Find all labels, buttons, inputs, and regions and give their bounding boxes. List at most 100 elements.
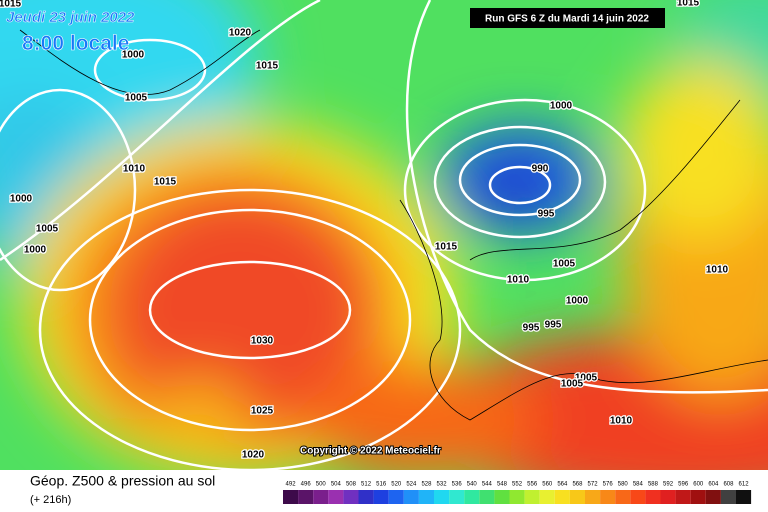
legend-swatch — [630, 490, 646, 504]
footer-title: Géop. Z500 & pression au sol — [30, 473, 215, 489]
header: Jeudi 23 juin 2022 8:00 locale Run GFS 6… — [6, 8, 665, 55]
legend-swatch — [343, 490, 359, 504]
legend-label: 552 — [512, 482, 523, 488]
legend-swatch — [298, 490, 314, 504]
legend-label: 576 — [603, 482, 614, 488]
legend-label: 536 — [452, 482, 463, 488]
date: Jeudi 23 juin 2022 — [6, 9, 135, 26]
legend-label: 588 — [648, 482, 659, 488]
legend-swatch — [524, 490, 540, 504]
legend-label: 516 — [376, 482, 387, 488]
legend-label: 564 — [557, 482, 568, 488]
legend-label: 584 — [633, 482, 644, 488]
coastlines — [19, 29, 768, 421]
isobar-label: 1000 — [122, 50, 145, 61]
legend-swatch — [373, 490, 389, 504]
legend-label: 612 — [739, 482, 750, 488]
isobar-label: 1010 — [123, 164, 146, 175]
legend-swatch — [569, 490, 585, 504]
legend-label: 568 — [572, 482, 583, 488]
run-info: Run GFS 6 Z du Mardi 14 juin 2022 — [485, 14, 649, 25]
legend-label: 560 — [542, 482, 553, 488]
legend-label: 524 — [406, 482, 417, 488]
legend-swatch — [720, 490, 736, 504]
isobar-label: 1020 — [242, 450, 265, 461]
legend-swatch — [615, 490, 631, 504]
legend-swatch — [434, 490, 450, 504]
legend-label: 508 — [346, 482, 357, 488]
isobar-label: 1010 — [610, 416, 633, 427]
isobar-label: 995 — [523, 323, 540, 334]
legend-label: 504 — [331, 482, 342, 488]
legend-swatch — [736, 490, 752, 504]
legend-label: 500 — [316, 482, 327, 488]
legend-swatch — [705, 490, 721, 504]
isobar-label: 990 — [532, 164, 549, 175]
legend-label: 544 — [482, 482, 493, 488]
legend-swatch — [403, 490, 419, 504]
legend-swatch — [418, 490, 434, 504]
legend-label: 528 — [421, 482, 432, 488]
legend-label: 512 — [361, 482, 372, 488]
legend-label: 596 — [678, 482, 689, 488]
legend-swatch — [600, 490, 616, 504]
legend-swatch — [449, 490, 465, 504]
legend-label: 608 — [723, 482, 734, 488]
isobar-label: 1010 — [507, 275, 530, 286]
isobar-label: 1010 — [706, 265, 729, 276]
legend-label: 520 — [391, 482, 402, 488]
isobar-label: 1015 — [154, 177, 177, 188]
legend-swatch — [283, 490, 299, 504]
isobar-label: 1000 — [10, 194, 33, 205]
legend-swatch — [539, 490, 555, 504]
legend-swatch — [388, 490, 404, 504]
isobar-label: 995 — [538, 209, 555, 220]
legend-label: 540 — [467, 482, 478, 488]
legend-label: 592 — [663, 482, 674, 488]
legend-label: 532 — [437, 482, 448, 488]
legend-label: 600 — [693, 482, 704, 488]
isobar-label: 1005 — [553, 259, 576, 270]
legend-swatch — [690, 490, 706, 504]
legend-swatch — [645, 490, 661, 504]
isobar-label: 1020 — [229, 28, 252, 39]
legend-swatch — [313, 490, 329, 504]
legend-swatch — [464, 490, 480, 504]
isobar-label: 1005 — [575, 373, 598, 384]
legend-label: 556 — [527, 482, 538, 488]
isobar-label: 1015 — [435, 242, 458, 253]
legend-swatch — [675, 490, 691, 504]
legend-swatch — [479, 490, 495, 504]
legend-label: 492 — [286, 482, 297, 488]
legend: 492 496 500 504 508 512 516 520 524 528 532 536 540 5… — [283, 482, 752, 504]
isobar-label: 1005 — [561, 379, 584, 390]
isobar-label: 1005 — [125, 93, 148, 104]
isobar-label: 1015 — [0, 0, 22, 10]
isobar-label: 1000 — [550, 101, 573, 112]
legend-swatch — [328, 490, 344, 504]
legend-swatch — [660, 490, 676, 504]
legend-label: 580 — [618, 482, 629, 488]
isobar-label: 1000 — [24, 245, 47, 256]
legend-label: 604 — [708, 482, 719, 488]
footer-subtitle: (+ 216h) — [30, 494, 71, 506]
legend-swatch — [554, 490, 570, 504]
legend-swatch — [509, 490, 525, 504]
legend-label: 496 — [301, 482, 312, 488]
isobar-label: 1015 — [256, 61, 279, 72]
isobar-label: 1015 — [677, 0, 700, 9]
copyright: Copyright © 2022 Meteociel.fr — [300, 446, 441, 457]
legend-swatch — [358, 490, 374, 504]
isobar-label: 1000 — [566, 296, 589, 307]
isobar-label: 1005 — [36, 224, 59, 235]
legend-swatch — [585, 490, 601, 504]
legend-label: 572 — [588, 482, 599, 488]
isobar-label: 995 — [545, 320, 562, 331]
time: 8:00 locale — [22, 32, 129, 55]
legend-label: 548 — [497, 482, 508, 488]
isobar-label: 1025 — [251, 406, 274, 417]
isobar-label: 1030 — [251, 336, 274, 347]
